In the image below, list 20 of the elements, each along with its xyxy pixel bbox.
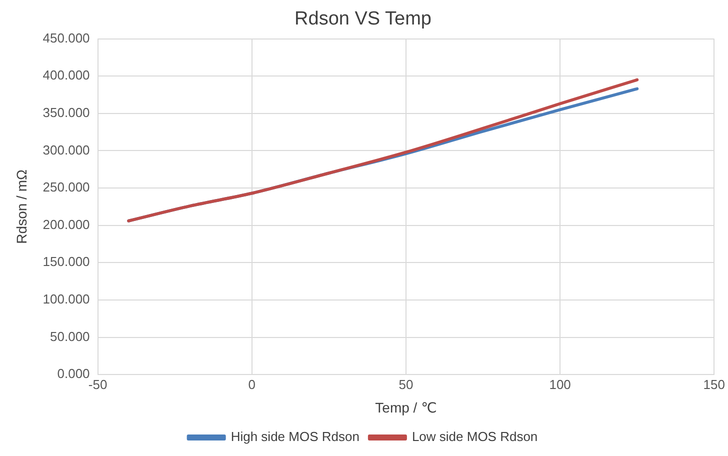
y-tick-label: 250.000 [42, 180, 90, 195]
legend-label: Low side MOS Rdson [412, 429, 538, 444]
chart-title: Rdson VS Temp [294, 8, 432, 30]
x-axis-title: Temp / ℃ [375, 399, 437, 416]
y-tick-label: 150.000 [42, 254, 90, 270]
y-tick-label: 200.000 [42, 216, 90, 232]
y-tick-label: 450.000 [42, 30, 90, 46]
y-tick-label: 350.000 [42, 105, 90, 120]
y-axis-title: Rdson / mΩ [13, 170, 30, 244]
x-tick-label: 100 [549, 376, 571, 392]
x-tick-label: 50 [398, 376, 414, 392]
y-tick-label: 300.000 [42, 142, 90, 158]
x-tick-label: 0 [248, 376, 256, 392]
x-tick-label: 150 [703, 376, 726, 392]
legend-label: High side MOS Rdson [230, 429, 360, 444]
y-tick-label: 100.000 [42, 292, 90, 307]
y-tick-label: 400.000 [42, 68, 90, 83]
y-tick-label: 0.000 [57, 366, 90, 382]
x-tick-label: -50 [88, 376, 108, 392]
y-tick-label: 50.000 [50, 328, 90, 344]
